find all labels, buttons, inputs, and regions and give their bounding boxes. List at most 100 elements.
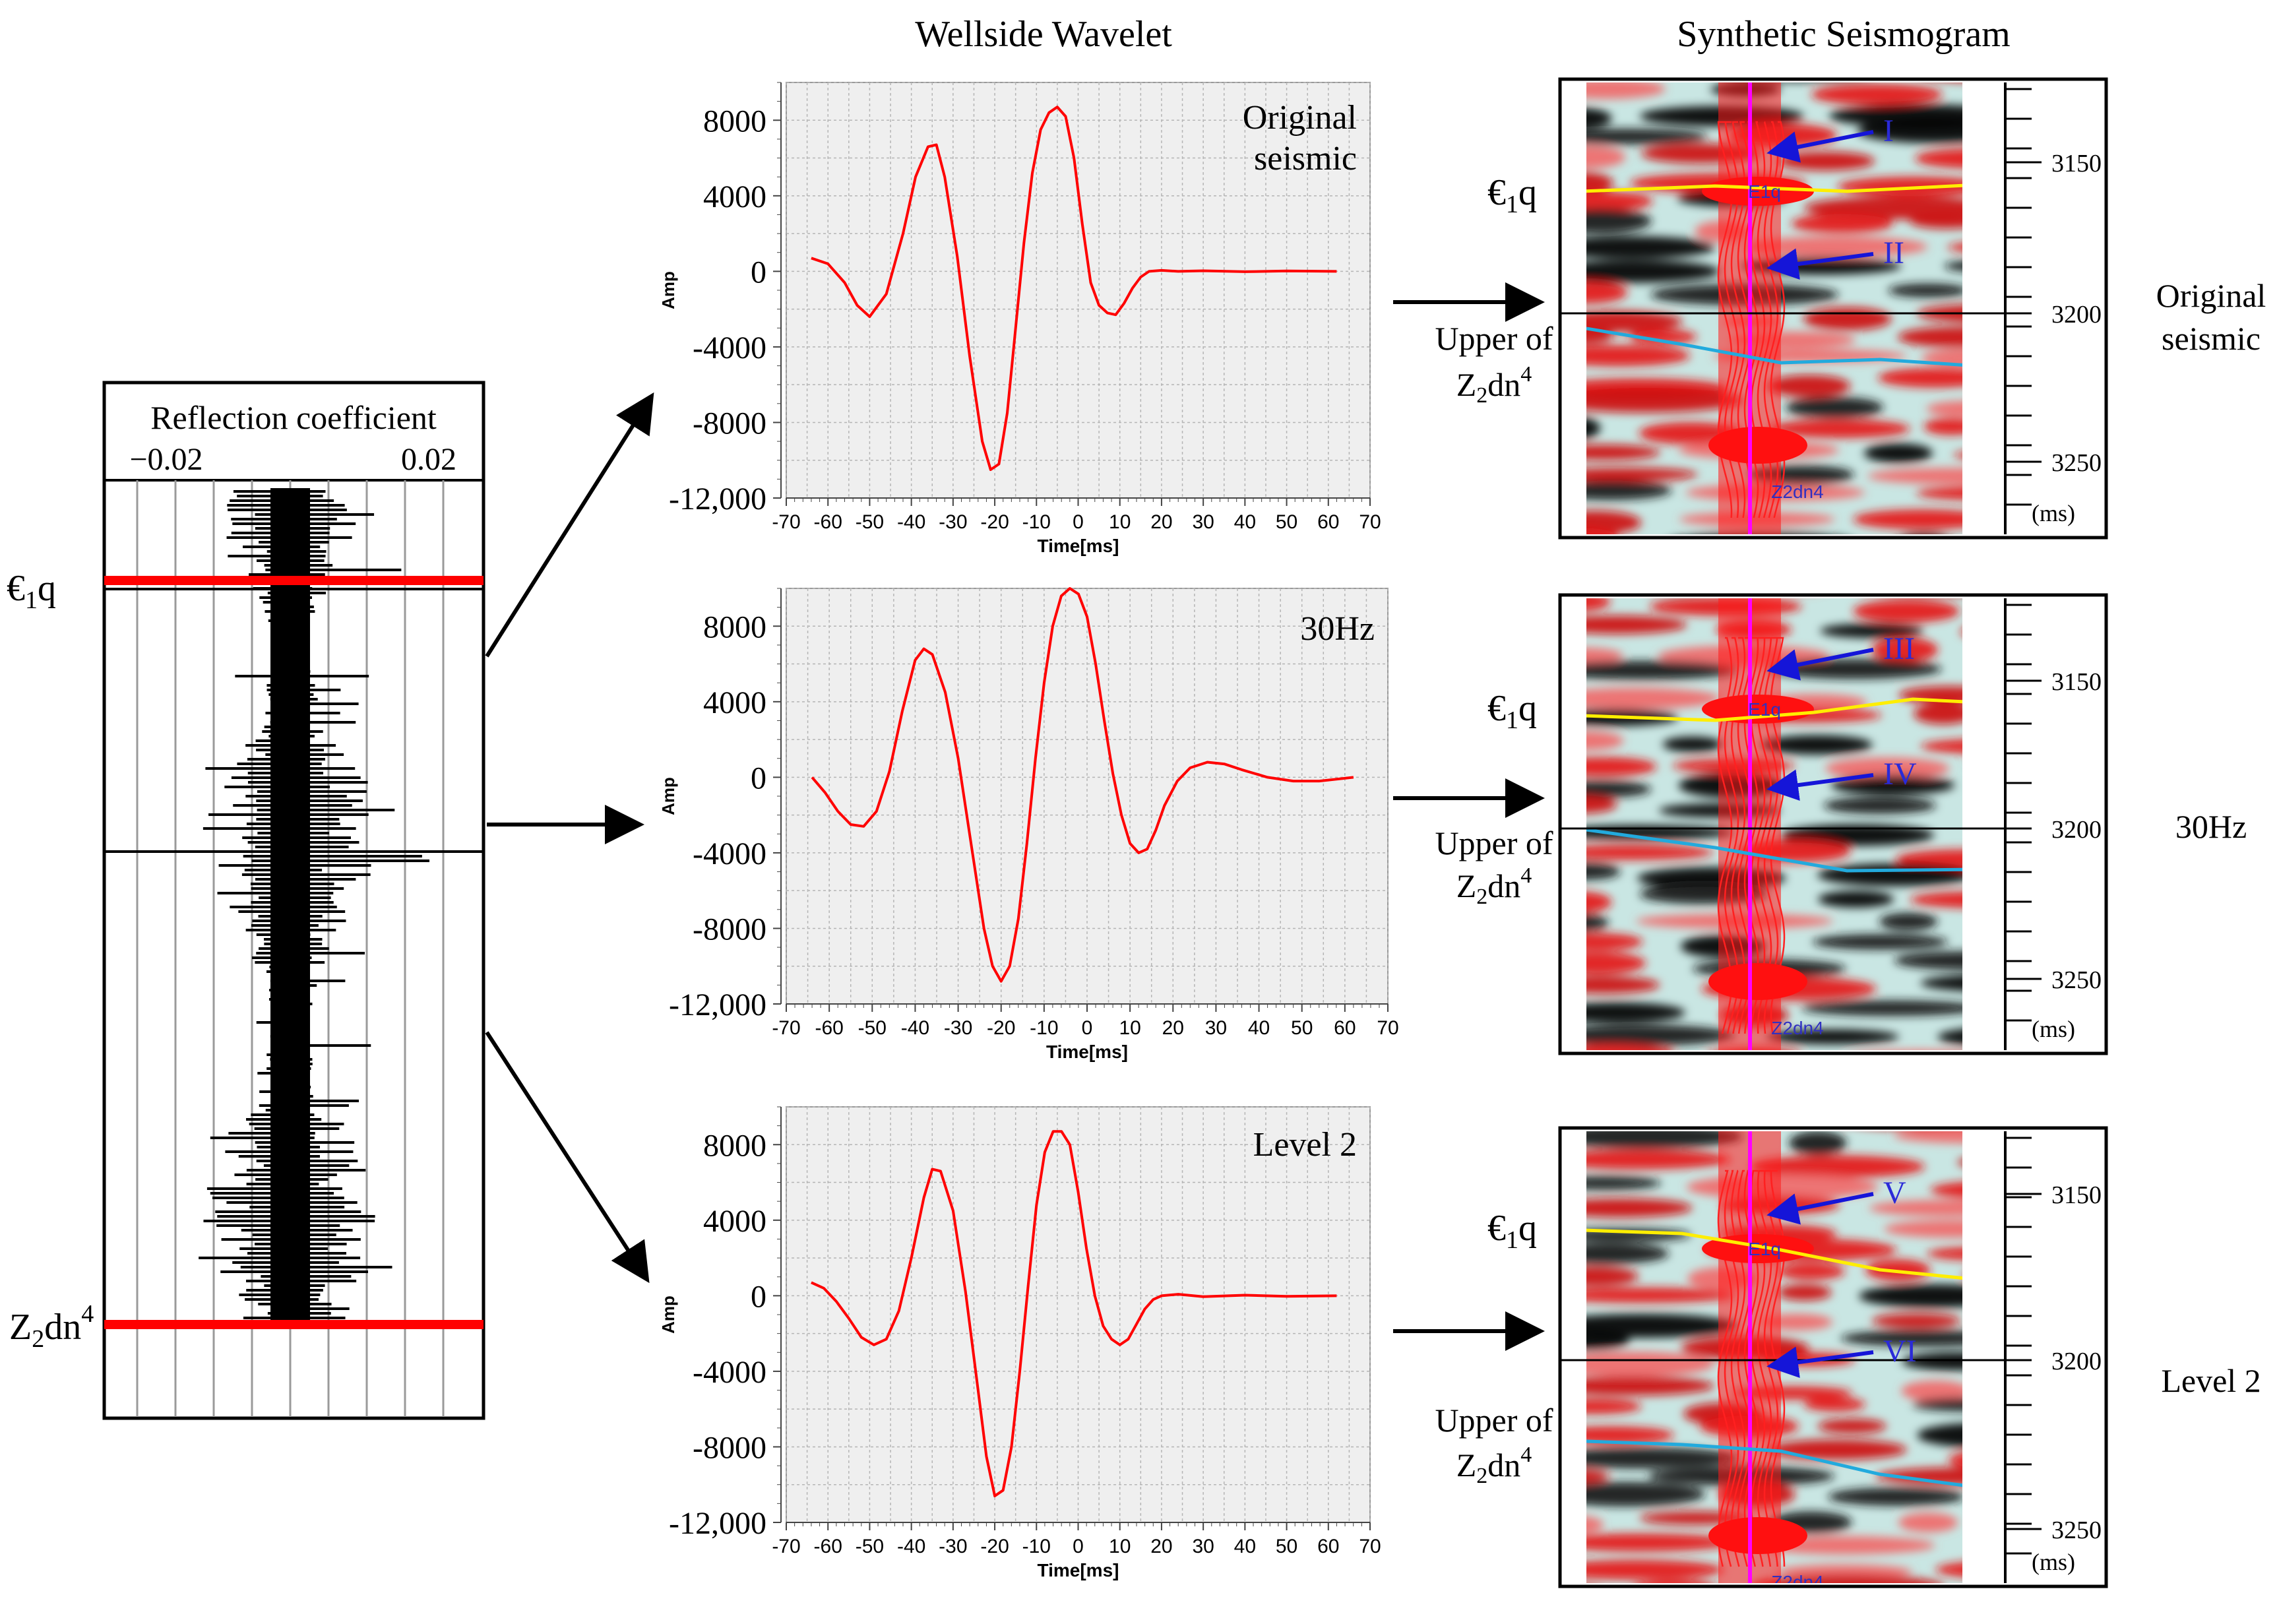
wavelet-y-tick-label: -4000 — [693, 836, 766, 871]
wavelet-x-tick-label: -30 — [939, 1536, 967, 1557]
seismic-blob — [1547, 1105, 1687, 1120]
seismic-blob — [1710, 1108, 1826, 1122]
seismic-blob — [1761, 735, 1873, 755]
synthetic-time-label: 3150 — [2051, 668, 2102, 696]
seismic-blob — [1547, 569, 1618, 590]
synthetic-annotation-arrow-2 — [1766, 1346, 1874, 1379]
wavelet-y-tick-label: -12,000 — [669, 482, 766, 516]
wavelet-x-tick-label: -30 — [939, 511, 967, 533]
synthetic-lobe — [1708, 427, 1807, 464]
seismic-blob — [1586, 480, 1672, 501]
seismic-blob — [1586, 1287, 1737, 1303]
wavelet-x-tick-label: 40 — [1248, 1017, 1270, 1039]
seismic-blob — [1823, 797, 1937, 814]
synthetic-marker-e1q: E1q — [1748, 1239, 1781, 1259]
seismic-blob — [1586, 1313, 1738, 1338]
seismic-blob — [1586, 598, 1611, 611]
synthetic-panel-level2: E1q Z2dn4 3150 3250 (ms) 3200 V VI €1q Upper of Z2… — [1435, 1105, 2261, 1592]
wavelet-y-tick-label: -8000 — [693, 912, 766, 947]
wavelet-y-tick-label: -12,000 — [669, 1506, 766, 1541]
wavelet-x-tick-label: -40 — [901, 1017, 929, 1039]
horizon-yellow-line — [1586, 1228, 1962, 1280]
seismic-blob — [1586, 418, 1601, 439]
wavelet-x-tick-label: 0 — [1082, 1017, 1093, 1039]
seismic-blob — [1897, 327, 1962, 348]
seismic-blob — [1586, 976, 1660, 994]
seismic-blob — [1957, 1159, 1962, 1166]
wavelet-x-tick-label: 50 — [1276, 1536, 1297, 1557]
synthetic-time-label: 3250 — [2051, 449, 2102, 477]
seismic-blob — [1586, 82, 1666, 99]
seismic-blob — [1830, 775, 1955, 795]
wavelet-x-tick-label: 40 — [1234, 511, 1256, 533]
seismic-blob — [1767, 659, 1942, 679]
seismic-blob — [1926, 400, 1962, 417]
seismic-blob — [1766, 1439, 1907, 1460]
synthetic-lobe — [1708, 963, 1807, 1000]
synthetic-trace-wiggle — [1717, 1170, 1733, 1567]
synthetic-horizon-label: €1q — [1487, 172, 1537, 218]
wavelet-y-tick-label: 8000 — [703, 1128, 766, 1163]
wavelet-y-axis-title: Amp — [658, 271, 678, 309]
wavelet-series-line — [811, 1130, 1337, 1497]
seismic-blob — [1586, 1376, 1715, 1396]
seismic-blob — [1804, 196, 1962, 220]
wavelet-x-tick-label: -30 — [944, 1017, 972, 1039]
synthetic-time-unit: (ms) — [2032, 1549, 2075, 1575]
synthetic-marker-z2dn4: Z2dn4 — [1771, 482, 1823, 502]
wavelet-x-tick-label: 20 — [1150, 511, 1172, 533]
horizon-cyan-line — [1586, 1439, 1962, 1487]
seismic-blob — [1871, 1313, 1961, 1328]
seismic-blob — [1586, 647, 1623, 664]
synthetic-time-label: 3150 — [2051, 1181, 2102, 1209]
wavelet-series-line — [811, 587, 1354, 983]
synthetic-side-label: Original — [2156, 277, 2266, 314]
seismic-blob — [1910, 891, 1962, 908]
wavelet-y-tick-label: -4000 — [693, 330, 766, 365]
log-label-top-horizon: €1q — [7, 568, 56, 614]
seismic-blob — [1749, 1155, 1925, 1178]
synthetic-side-label: Level 2 — [2161, 1362, 2261, 1399]
wavelet-chart-label: 30Hz — [1300, 610, 1375, 648]
reflection-log: Reflection coefficient −0.02 0.02 €1q Z2… — [7, 381, 485, 1420]
seismic-blob — [1586, 172, 1613, 194]
wavelet-chart-level2: -70 -60 -50 -40 -30 -20 -10 0 10 20 30 40 50 60 70 8000… — [658, 1106, 1381, 1580]
wavelet-x-tick-label: -70 — [772, 1017, 800, 1039]
seismic-blob — [1898, 1513, 1958, 1532]
synthetic-upper-label: Upper of — [1435, 825, 1553, 861]
synthetic-upper-formation-label: Z2dn4 — [1456, 362, 1532, 408]
seismic-blob — [1927, 1247, 1962, 1261]
wavelet-x-tick-label: 60 — [1317, 1536, 1339, 1557]
synthetic-time-unit: (ms) — [2032, 1016, 2075, 1042]
seismic-blob — [1586, 933, 1643, 951]
seismic-blob — [1884, 1220, 1962, 1238]
seismic-blob — [1586, 687, 1720, 709]
seismic-blob — [1586, 1559, 1724, 1580]
wavelet-y-axis-title: Amp — [658, 777, 678, 815]
reflection-log-tick-left: −0.02 — [129, 442, 203, 477]
wavelet-chart-original: -70 -60 -50 -40 -30 -20 -10 0 10 20 30 40 50 60 70 8000… — [658, 82, 1381, 556]
seismic-blob — [1586, 731, 1624, 751]
wavelet-x-tick-label: 30 — [1192, 511, 1214, 533]
seismic-blob — [1910, 213, 1962, 229]
wavelet-chart-label: Original — [1243, 99, 1357, 137]
wavelet-y-tick-label: 0 — [751, 1279, 766, 1314]
seismic-blob — [1586, 510, 1642, 534]
seismic-blob — [1586, 445, 1660, 460]
seismic-blob — [1894, 1131, 1962, 1144]
seismic-blob — [1586, 1176, 1662, 1190]
seismic-blob — [1766, 375, 1851, 398]
seismic-blob — [1586, 914, 1609, 931]
seismic-blob — [1586, 129, 1708, 144]
seismic-blob — [1828, 1487, 1962, 1506]
synthetic-marker-z2dn4: Z2dn4 — [1771, 1572, 1823, 1592]
seismic-blob — [1643, 1579, 1708, 1583]
wavelet-column-title: Wellside Wavelet — [915, 14, 1172, 55]
wavelet-series-line — [811, 106, 1337, 471]
seismic-blob — [1923, 418, 1962, 435]
synthetic-trace-wiggle — [1757, 1170, 1772, 1567]
seismic-blob — [1747, 578, 1831, 594]
wavelet-y-tick-label: 8000 — [703, 609, 766, 644]
seismic-blob — [1912, 1398, 1962, 1412]
seismic-blob — [1914, 703, 1962, 725]
